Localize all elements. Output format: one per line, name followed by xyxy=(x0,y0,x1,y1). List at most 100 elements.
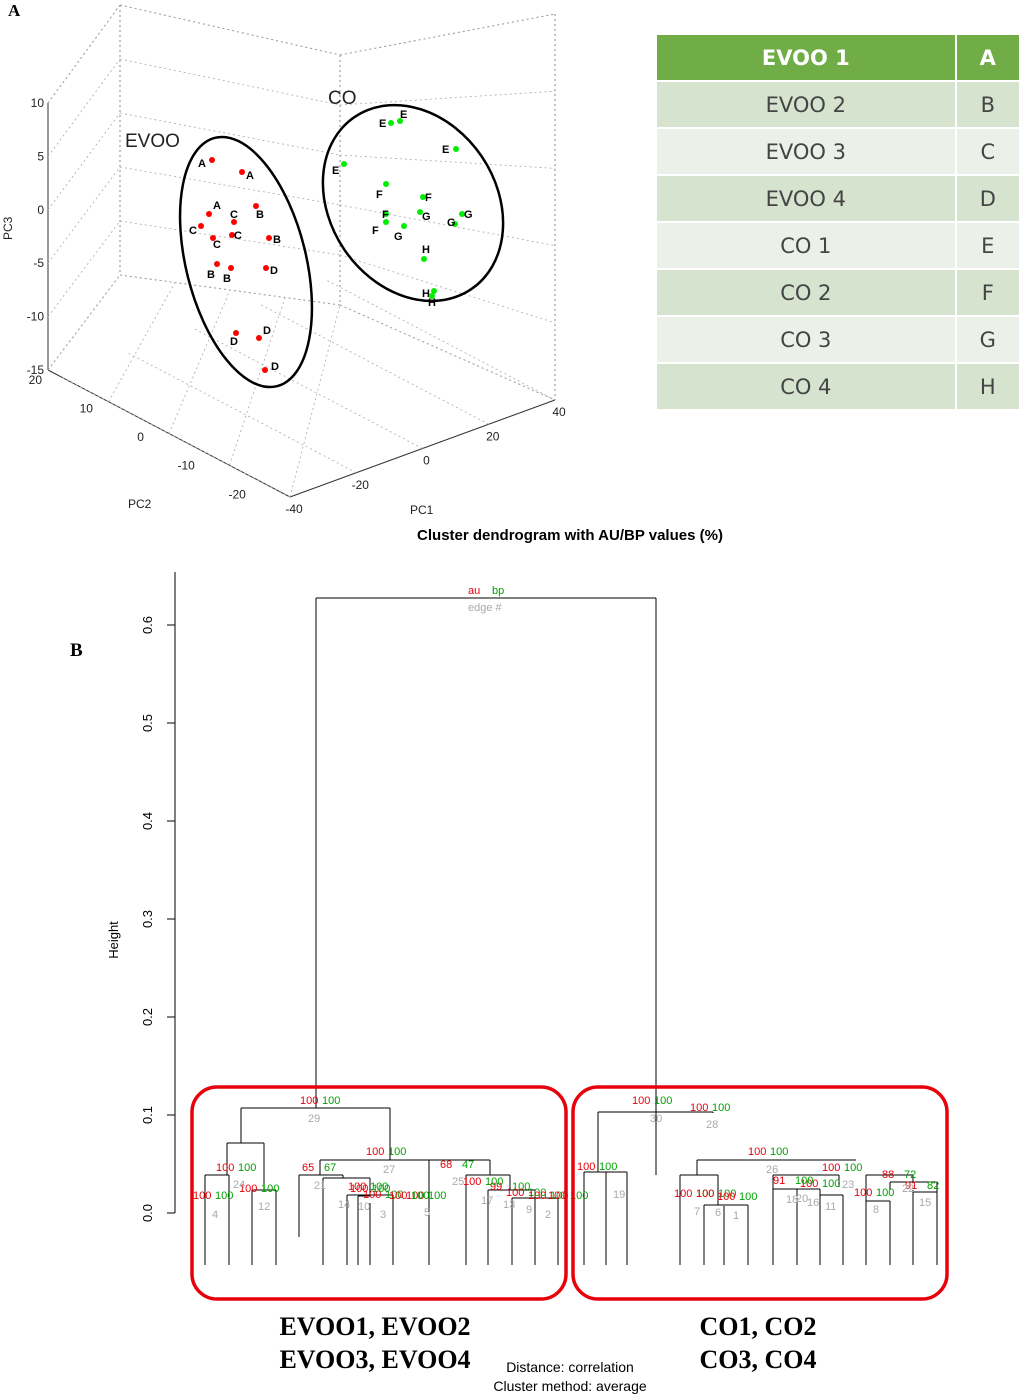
au-value: 100 xyxy=(193,1190,211,1202)
pca-tick-labels: -15 -10 -5 0 5 10 20 10 0 -10 -20 -40 -20 0 20 40 xyxy=(27,96,566,516)
legend-sample-cell: EVOO 4 xyxy=(657,175,957,223)
edge-number: 29 xyxy=(308,1113,320,1125)
edge-number: 23 xyxy=(842,1179,854,1191)
point-label: E xyxy=(379,118,386,130)
au-value: 100 xyxy=(674,1188,692,1200)
legend-code-cell: D xyxy=(955,175,1019,223)
z-grid-line xyxy=(339,254,556,324)
legend-header-row: EVOO 1 A xyxy=(657,35,1019,82)
bp-value: 100 xyxy=(322,1095,340,1107)
point-label: D xyxy=(263,325,271,337)
edge-number: 4 xyxy=(212,1209,218,1221)
point-label: A xyxy=(198,158,206,170)
edge-number: 13 xyxy=(503,1199,515,1211)
evoo-point xyxy=(231,219,237,225)
au-value: 100 xyxy=(463,1176,481,1188)
z-grid-line xyxy=(47,58,121,157)
co-point xyxy=(420,194,426,200)
bp-value: 100 xyxy=(550,1190,568,1202)
z-grid-line xyxy=(339,90,556,106)
au-value: 100 xyxy=(366,1146,384,1158)
point-label: D xyxy=(271,361,279,373)
legend-sample-cell: EVOO 1 xyxy=(657,35,957,82)
bp-value: 100 xyxy=(388,1146,406,1158)
pc2-tick-label: 10 xyxy=(80,402,94,416)
height-tick-label: 0.2 xyxy=(140,1008,155,1026)
edge-number: 21 xyxy=(314,1180,326,1192)
bp-value: 100 xyxy=(822,1178,840,1190)
point-label: H xyxy=(422,244,430,256)
bp-value: 100 xyxy=(770,1146,788,1158)
height-tick-label: 0.0 xyxy=(140,1204,155,1222)
bp-value: 100 xyxy=(696,1188,714,1200)
pc1-grid-line xyxy=(126,351,357,474)
legend-sample-cell: EVOO 3 xyxy=(657,128,957,176)
legend-code-cell: A xyxy=(955,35,1019,82)
au-value: 100 xyxy=(300,1095,318,1107)
edge-number: 12 xyxy=(258,1201,270,1213)
co-point xyxy=(383,211,389,217)
point-label: G xyxy=(422,211,431,223)
legend-code-cell: E xyxy=(955,222,1019,270)
pc1-grid-line xyxy=(258,303,489,425)
point-label: E xyxy=(400,109,407,121)
z-grid-line xyxy=(119,220,341,256)
evoo-point xyxy=(262,367,268,373)
edge-number: 6 xyxy=(715,1207,721,1219)
point-label: C xyxy=(213,239,221,251)
point-label: B xyxy=(273,234,281,246)
pc2-axis-label: PC2 xyxy=(128,497,152,511)
panel-b-title: Cluster dendrogram with AU/BP values (%) xyxy=(417,527,723,544)
bp-value: 100 xyxy=(876,1187,894,1199)
bp-value: 100 xyxy=(411,1190,429,1202)
au-value: 100 xyxy=(717,1191,735,1203)
evoo-point xyxy=(229,232,235,238)
pc2-grid-line xyxy=(168,289,231,434)
point-label: F xyxy=(376,189,383,201)
height-tick-label: 0.1 xyxy=(140,1106,155,1124)
legend-code-cell: F xyxy=(955,269,1019,317)
pc2-tick-label: -20 xyxy=(228,487,246,501)
evoo-cluster-ellipse xyxy=(178,135,314,389)
evoo-cluster-label-line-1: EVOO1, EVOO2 xyxy=(279,1312,470,1341)
point-label: G xyxy=(464,209,473,221)
pc1-grid-line xyxy=(59,375,291,498)
legend-sample-cell: CO 1 xyxy=(657,222,957,270)
z-grid-line xyxy=(119,166,341,206)
co-point xyxy=(397,118,403,124)
edge-number: 20 xyxy=(796,1193,808,1205)
edge-number: 3 xyxy=(380,1209,386,1221)
evoo-point xyxy=(228,265,234,271)
height-tick-label: 0.4 xyxy=(140,812,155,830)
point-label: F xyxy=(372,225,379,237)
evoo-point xyxy=(253,203,259,209)
co-cluster-label-line-2: CO3, CO4 xyxy=(700,1345,817,1374)
point-label: D xyxy=(270,265,278,277)
co-point xyxy=(431,288,437,294)
z-tick-label: -15 xyxy=(27,363,45,377)
au-value: 100 xyxy=(748,1146,766,1158)
au-value: 100 xyxy=(216,1162,234,1174)
z-grid-line xyxy=(47,112,121,211)
au-value: 100 xyxy=(363,1189,381,1201)
bp-value: 100 xyxy=(844,1162,862,1174)
legend-code-cell: G xyxy=(955,316,1019,364)
evoo-point xyxy=(266,235,272,241)
pc3-axis-label: PC3 xyxy=(1,216,15,240)
legend-sample-cell: CO 2 xyxy=(657,269,957,317)
au-value: 68 xyxy=(440,1159,452,1171)
dendrogram-subtrees xyxy=(204,1107,938,1265)
point-label: A xyxy=(213,200,221,212)
edge-number: 26 xyxy=(766,1164,778,1176)
point-label: E xyxy=(332,165,339,177)
evoo-point xyxy=(239,169,245,175)
point-label: G xyxy=(447,217,456,229)
edge-number: 1 xyxy=(733,1210,739,1222)
co-point xyxy=(452,221,458,227)
z-grid-line xyxy=(119,4,341,56)
bp-value: 100 xyxy=(654,1095,672,1107)
